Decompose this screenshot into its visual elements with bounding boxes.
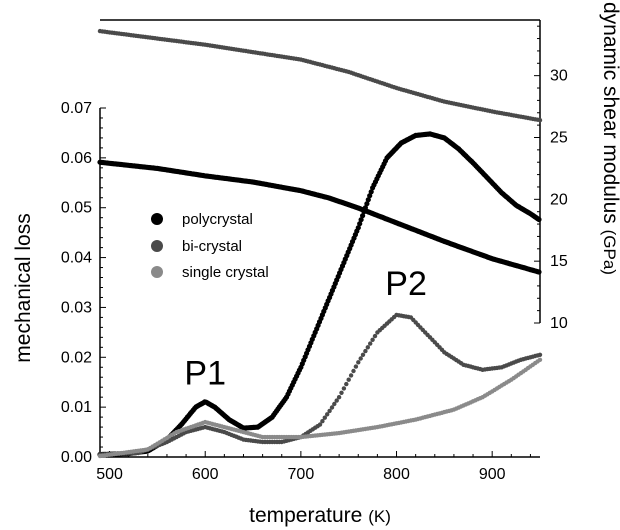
data-point — [320, 419, 325, 424]
legend-marker-polycrystal — [151, 213, 163, 225]
right-tick-label: 30 — [550, 68, 568, 85]
right-axis-title: dynamic shear modulus (GPa) — [599, 2, 620, 275]
x-tick-label: 600 — [192, 466, 219, 483]
left-tick-label: 0.02 — [61, 349, 92, 366]
data-point — [339, 390, 344, 395]
data-point — [341, 386, 347, 391]
right-axis-label: dynamic shear modulus — [599, 2, 620, 224]
data-point — [356, 360, 361, 365]
data-point — [358, 356, 363, 361]
data-point — [536, 269, 542, 275]
left-tick-label: 0.05 — [61, 200, 92, 217]
data-point — [317, 422, 323, 427]
legend-label-single-crystal: single crystal — [182, 264, 269, 281]
legend-label-polycrystal: polycrystal — [182, 211, 253, 228]
legend: polycrystal bi-crystal single crystal — [151, 211, 269, 281]
loss-series-single-crystal — [97, 357, 543, 459]
mechanical-loss-layer — [97, 131, 543, 459]
legend-marker-single-crystal — [151, 266, 163, 278]
data-point — [367, 193, 373, 199]
right-axis-unit: (GPa) — [600, 230, 619, 275]
data-point — [360, 213, 366, 219]
data-point — [368, 341, 373, 346]
data-point — [357, 221, 363, 227]
data-point — [327, 408, 332, 414]
data-point — [372, 333, 378, 339]
data-point — [329, 405, 335, 410]
x-tick-label: 900 — [479, 466, 506, 483]
data-point — [365, 197, 371, 203]
annotation-p1: P1 — [184, 355, 226, 393]
data-point — [344, 381, 349, 387]
modulus-series-polycrystal — [97, 159, 542, 275]
data-point — [355, 225, 361, 231]
annotation-p2: P2 — [385, 265, 427, 303]
data-point — [332, 401, 337, 407]
legend-marker-bi-crystal — [151, 240, 163, 252]
left-tick-label: 0.01 — [61, 399, 92, 416]
shear-modulus-layer — [97, 28, 543, 275]
data-point — [351, 368, 356, 374]
data-point — [322, 415, 327, 420]
data-point — [368, 189, 374, 195]
right-tick-label: 20 — [550, 191, 568, 208]
x-axis-label: temperature — [249, 504, 362, 527]
legend-label-bi-crystal: bi-crystal — [182, 238, 242, 255]
axes-frame: 500 600 700 800 900 0.00 0.01 0.02 0.03 0.04 0.05 0… — [61, 19, 568, 483]
data-point — [334, 398, 339, 403]
left-tick-label: 0.07 — [61, 100, 92, 117]
data-point — [363, 348, 368, 354]
data-point — [364, 201, 370, 207]
data-point — [336, 395, 342, 400]
data-point — [325, 412, 330, 417]
data-point — [370, 337, 375, 342]
modulus-series-bi-crystal — [97, 28, 543, 123]
x-axis-unit: (K) — [368, 507, 391, 526]
right-tick-label: 25 — [550, 129, 568, 146]
data-point — [353, 364, 359, 369]
data-point — [537, 352, 543, 357]
data-point — [537, 118, 543, 123]
data-point — [358, 217, 364, 223]
left-tick-label: 0.00 — [61, 449, 92, 466]
data-point — [348, 373, 354, 378]
data-point — [536, 216, 542, 223]
x-tick-label: 800 — [383, 466, 410, 483]
x-tick-label: 700 — [288, 466, 315, 483]
left-tick-label: 0.06 — [61, 150, 92, 167]
loss-series-polycrystal — [97, 131, 542, 458]
x-axis-title: temperature (K) — [249, 504, 391, 527]
data-point — [346, 377, 351, 382]
left-tick-label: 0.04 — [61, 250, 92, 267]
data-point — [365, 345, 370, 350]
data-point — [537, 357, 543, 362]
left-tick-label: 0.03 — [61, 299, 92, 316]
data-point — [360, 352, 366, 357]
left-axis-title: mechanical loss — [12, 213, 35, 362]
x-tick-label: 500 — [96, 466, 123, 483]
right-tick-label: 15 — [550, 253, 568, 270]
right-tick-label: 10 — [550, 315, 568, 332]
